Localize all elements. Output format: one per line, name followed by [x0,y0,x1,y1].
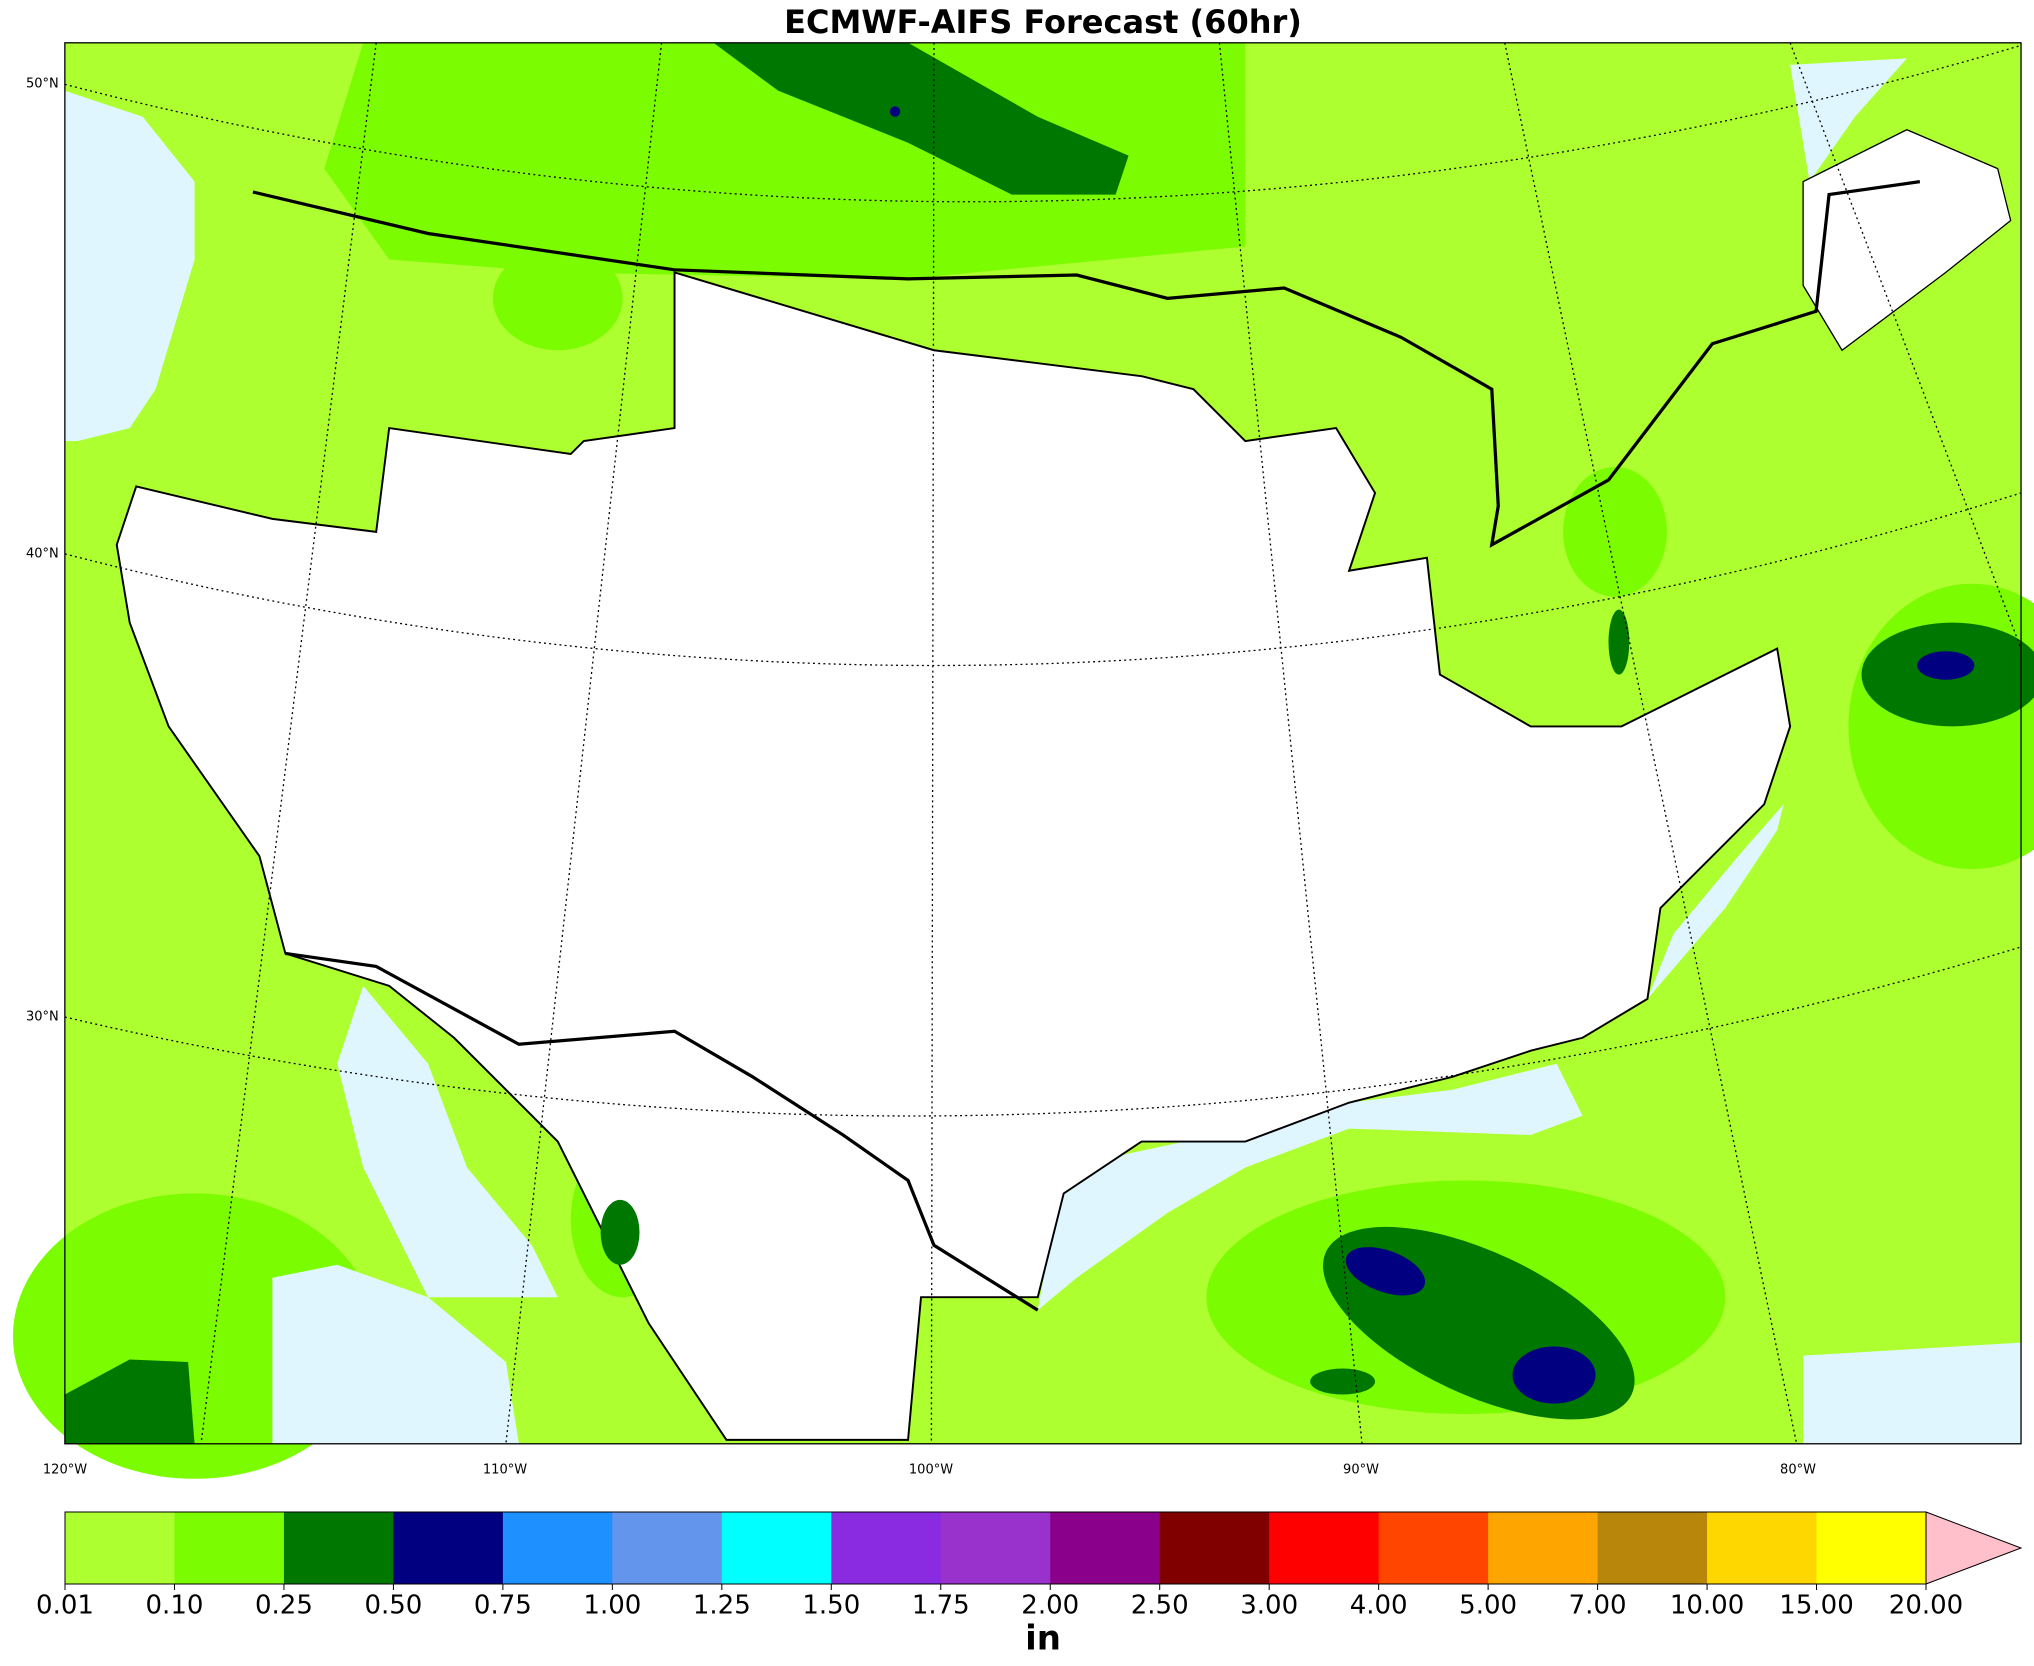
graticule [64,42,2022,1444]
colorbar-tick-label: 0.25 [255,1591,313,1621]
colorbar-unit: in [1025,1619,1061,1659]
colorbar-tick-label: 1.00 [583,1591,641,1621]
lat-label: 30°N [26,1010,59,1025]
colorbar: 0.01 0.10 0.25 0.50 0.75 1.00 1.25 1.50 1.75 2.00… [36,1511,2023,1621]
colorbar-tick-label: 1.50 [802,1591,860,1621]
colorbar-segment [283,1512,394,1584]
colorbar-tick-label: 15.00 [1779,1591,1853,1621]
colorbar-segment [721,1512,832,1584]
colorbar-segment [940,1512,1051,1584]
colorbar-segment [1707,1512,1818,1584]
colorbar-tick-label: 5.00 [1459,1591,1517,1621]
colorbar-frame [64,1511,1927,1585]
colorbar-tick-label: 4.00 [1350,1591,1408,1621]
colorbar-tick-label: 1.25 [693,1591,751,1621]
colorbar-tick-label: 2.50 [1131,1591,1189,1621]
colorbar-tick-label: 0.01 [36,1591,94,1621]
colorbar-segment [1488,1512,1599,1584]
lon-label: 100°W [909,1463,953,1478]
ocean [1647,804,1784,999]
ocean [64,90,195,442]
colorbar-segment [393,1512,504,1584]
colorbar-tick-label: 20.00 [1889,1591,1963,1621]
colorbar-segment [1816,1512,1927,1584]
colorbar-extend [1925,1511,2023,1585]
lon-label: 120°W [43,1463,87,1478]
colorbar-segment [1050,1512,1161,1584]
map-title: ECMWF-AIFS Forecast (60hr) [784,3,1302,41]
ocean [1037,1063,1583,1311]
colorbar-segment [502,1512,613,1584]
colorbar-tick-label: 2.00 [1021,1591,1079,1621]
colorbar-segment [831,1512,942,1584]
lon-label: 110°W [483,1463,527,1478]
colorbar-tick-label: 3.00 [1240,1591,1298,1621]
border [285,951,1039,1312]
colorbar-tick-label: 0.10 [146,1591,204,1621]
colorbar-tick-label: 0.50 [364,1591,422,1621]
colorbar-segment [1378,1512,1489,1584]
map-frame [64,42,2022,1445]
ocean [272,1264,519,1444]
map [12,42,2034,1479]
colorbar-segment [174,1512,285,1584]
colorbar-tick-label: 10.00 [1670,1591,1744,1621]
land-dry [115,271,1792,1441]
lat-label: 50°N [26,77,59,92]
border [252,180,1921,548]
ocean [1790,58,1907,182]
ocean [337,985,558,1298]
colorbar-tick-label: 7.00 [1569,1591,1627,1621]
lat-label: 40°N [26,547,59,562]
lon-label: 80°W [1780,1463,1816,1478]
lon-label: 90°W [1343,1463,1379,1478]
ocean [1803,1342,2022,1444]
land-dry [1802,129,2012,352]
colorbar-segment [1269,1512,1380,1584]
colorbar-segment [65,1512,175,1584]
colorbar-segment [612,1512,723,1584]
precip-very-heavy [889,106,1975,1404]
colorbar-segment [1597,1512,1708,1584]
colorbar-tick-label: 0.75 [474,1591,532,1621]
colorbar-segment [1159,1512,1270,1584]
colorbar-tick-label: 1.75 [912,1591,970,1621]
